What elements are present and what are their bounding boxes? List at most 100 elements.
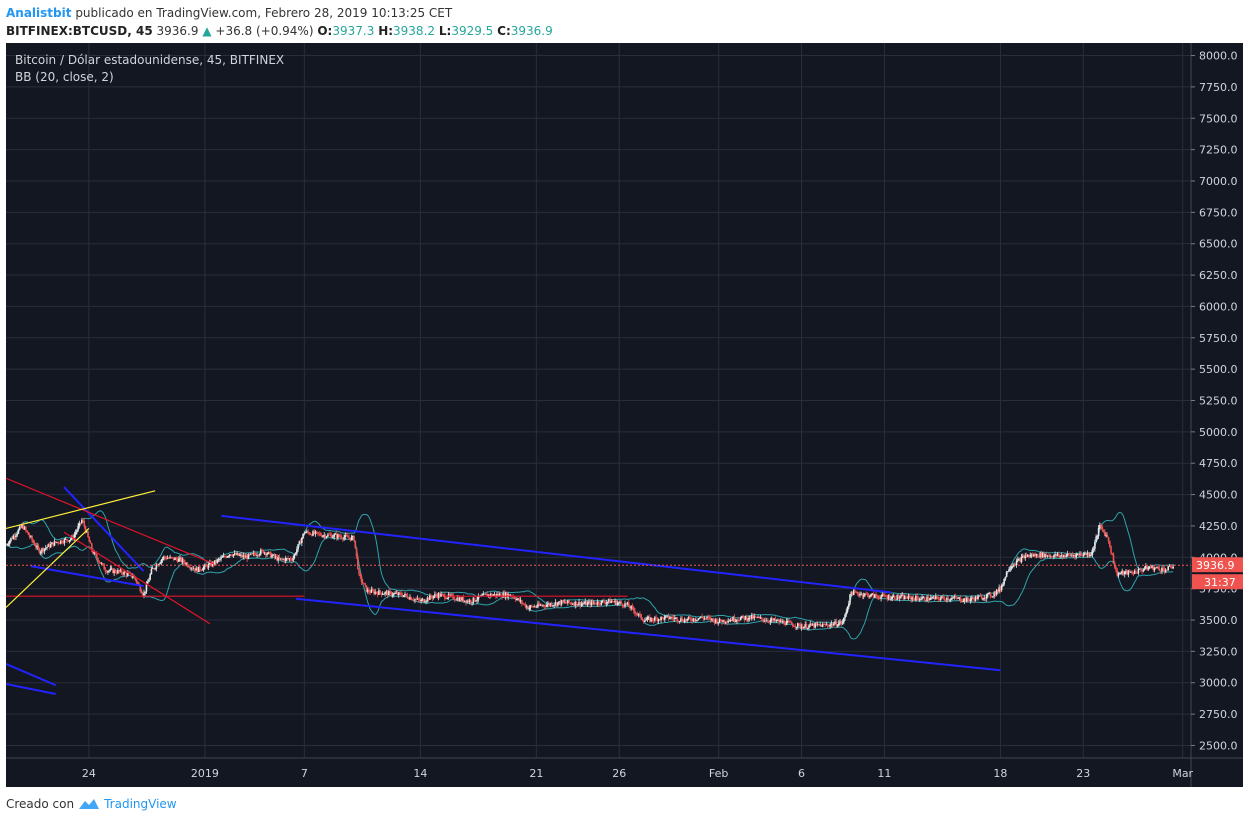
candle-body: [1107, 537, 1110, 542]
candle-body: [627, 602, 630, 607]
candle-body: [615, 600, 618, 605]
candle-body: [567, 600, 569, 603]
candle-body: [179, 557, 181, 559]
candle-body: [40, 551, 42, 554]
high-value: 3938.2: [393, 24, 436, 38]
candle-body: [156, 564, 159, 566]
candle-body: [51, 542, 53, 545]
candle-body: [856, 592, 859, 594]
candle-body: [908, 595, 911, 597]
candle-body: [68, 540, 71, 542]
candle-body: [640, 614, 642, 619]
candle-body: [363, 583, 365, 585]
candle-body: [534, 606, 537, 608]
candle-body: [461, 597, 463, 601]
candle-body: [194, 568, 196, 571]
candle-body: [934, 596, 937, 599]
candle-body: [16, 533, 18, 536]
open-label: O:: [317, 24, 333, 38]
candle-body: [184, 562, 186, 565]
time-axis[interactable]: 24 2019 7 14 21 26 Feb 6 11 18 23 Mar: [82, 767, 1194, 780]
candle-body: [760, 617, 763, 619]
candle-body: [277, 556, 280, 561]
candle-body: [90, 543, 93, 551]
candle-body: [971, 597, 973, 600]
candle-body: [762, 618, 764, 621]
candle-body: [1162, 567, 1165, 569]
price-axis-background: [1191, 43, 1243, 758]
candle-body: [517, 598, 519, 600]
price-tick-label: 6750.0: [1199, 206, 1238, 219]
price-chart[interactable]: 2500.02750.03000.03250.03500.03750.04000…: [6, 43, 1243, 787]
candle-body: [882, 594, 885, 595]
candle-body: [255, 554, 257, 556]
candle-body: [1137, 569, 1140, 574]
candle-body: [366, 589, 369, 592]
candle-body: [949, 599, 952, 601]
candle-body: [900, 595, 902, 598]
candle-body: [303, 533, 306, 535]
candle-body: [182, 559, 185, 563]
candle-body: [641, 618, 644, 621]
trendline-yellow: [6, 490, 156, 530]
trendlines[interactable]: [6, 477, 1001, 696]
candle-body: [274, 556, 277, 558]
candle-body: [114, 570, 117, 573]
candle-body: [1036, 554, 1039, 557]
trendline-blue: [221, 514, 892, 594]
candle-body: [616, 602, 619, 605]
candle-body: [898, 597, 901, 599]
candle-body: [266, 553, 268, 556]
candle-body: [329, 534, 332, 536]
candle-body: [63, 539, 66, 544]
price-tick-label: 3500.0: [1199, 614, 1238, 627]
candle-body: [84, 526, 87, 533]
candle-body: [242, 555, 245, 558]
price-tick-label: 7250.0: [1199, 144, 1238, 157]
candle-body: [49, 544, 52, 548]
candle-body: [1130, 572, 1132, 573]
candle-body: [6, 544, 9, 546]
chart-header: Analistbit publicado en TradingView.com,…: [6, 4, 553, 40]
candle-body: [1157, 566, 1160, 569]
candle-body: [166, 558, 169, 559]
candle-body: [755, 616, 758, 618]
candle-body: [1021, 556, 1024, 557]
candle-body: [938, 598, 941, 600]
candle-body: [574, 601, 577, 606]
footer: Creado con TradingView: [6, 797, 177, 811]
candle-body: [497, 593, 500, 596]
candle-body: [281, 558, 283, 560]
price-axis[interactable]: 2500.02750.03000.03250.03500.03750.04000…: [1191, 50, 1238, 753]
candle-body: [52, 542, 55, 546]
candle-body: [1070, 554, 1073, 556]
candle-body: [400, 593, 403, 596]
candle-body: [528, 607, 531, 610]
candle-body: [22, 525, 25, 530]
candle-body: [794, 626, 797, 628]
candle-body: [284, 558, 287, 562]
candle-body: [593, 602, 595, 604]
candle-body: [744, 616, 747, 620]
candle-body: [164, 556, 166, 558]
candle-body: [508, 594, 511, 596]
candle-body: [973, 598, 976, 601]
candle-body: [675, 617, 677, 619]
candle-body: [1091, 549, 1094, 555]
candle-body: [218, 559, 221, 561]
candle-body: [634, 610, 636, 614]
trendline-blue: [6, 683, 56, 696]
candle-body: [651, 617, 654, 621]
candle-body: [8, 540, 11, 545]
candle-body: [83, 521, 86, 527]
candle-body: [411, 599, 414, 601]
author-link[interactable]: Analistbit: [6, 6, 72, 20]
candle-body: [860, 593, 862, 595]
tradingview-brand-link[interactable]: TradingView: [104, 797, 177, 811]
candle-body: [1009, 568, 1012, 570]
candle-body: [58, 543, 61, 544]
candle-body: [397, 592, 400, 595]
candle-body: [1061, 555, 1064, 558]
candle-body: [159, 562, 161, 565]
candle-body: [912, 597, 915, 599]
